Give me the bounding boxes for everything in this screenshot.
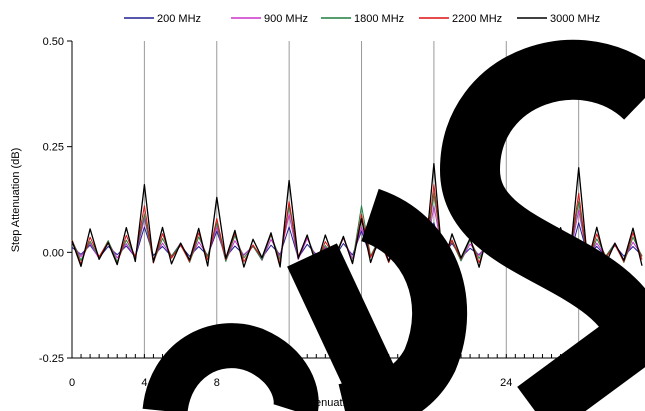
- watermark-stroke-curve: [338, 188, 468, 411]
- watermark-stroke-s: [439, 39, 645, 351]
- legend-label: 1800 MHz: [354, 13, 404, 25]
- y-tick-label: 0.25: [43, 142, 64, 154]
- y-tick-label: 0.50: [43, 36, 64, 48]
- watermark-stroke-o: [142, 323, 319, 411]
- x-tick-label: 8: [214, 377, 220, 389]
- y-tick-label: -0.25: [39, 353, 64, 365]
- y-tick-label: 0.00: [43, 247, 64, 259]
- legend-label: 2200 MHz: [452, 13, 502, 25]
- x-tick-label: 24: [500, 377, 512, 389]
- legend-label: 900 MHz: [264, 13, 308, 25]
- x-tick-label: 4: [141, 377, 147, 389]
- y-axis-title: Step Attenuation (dB): [10, 148, 22, 253]
- legend-label: 3000 MHz: [550, 13, 600, 25]
- legend-label: 200 MHz: [157, 13, 201, 25]
- legend: 200 MHz 900 MHz 1800 MHz 2200 MHz 3000 MHz: [124, 13, 600, 25]
- watermark-stroke-corner: [517, 305, 645, 411]
- watermark-logo: [142, 39, 645, 411]
- x-tick-label: 0: [69, 377, 75, 389]
